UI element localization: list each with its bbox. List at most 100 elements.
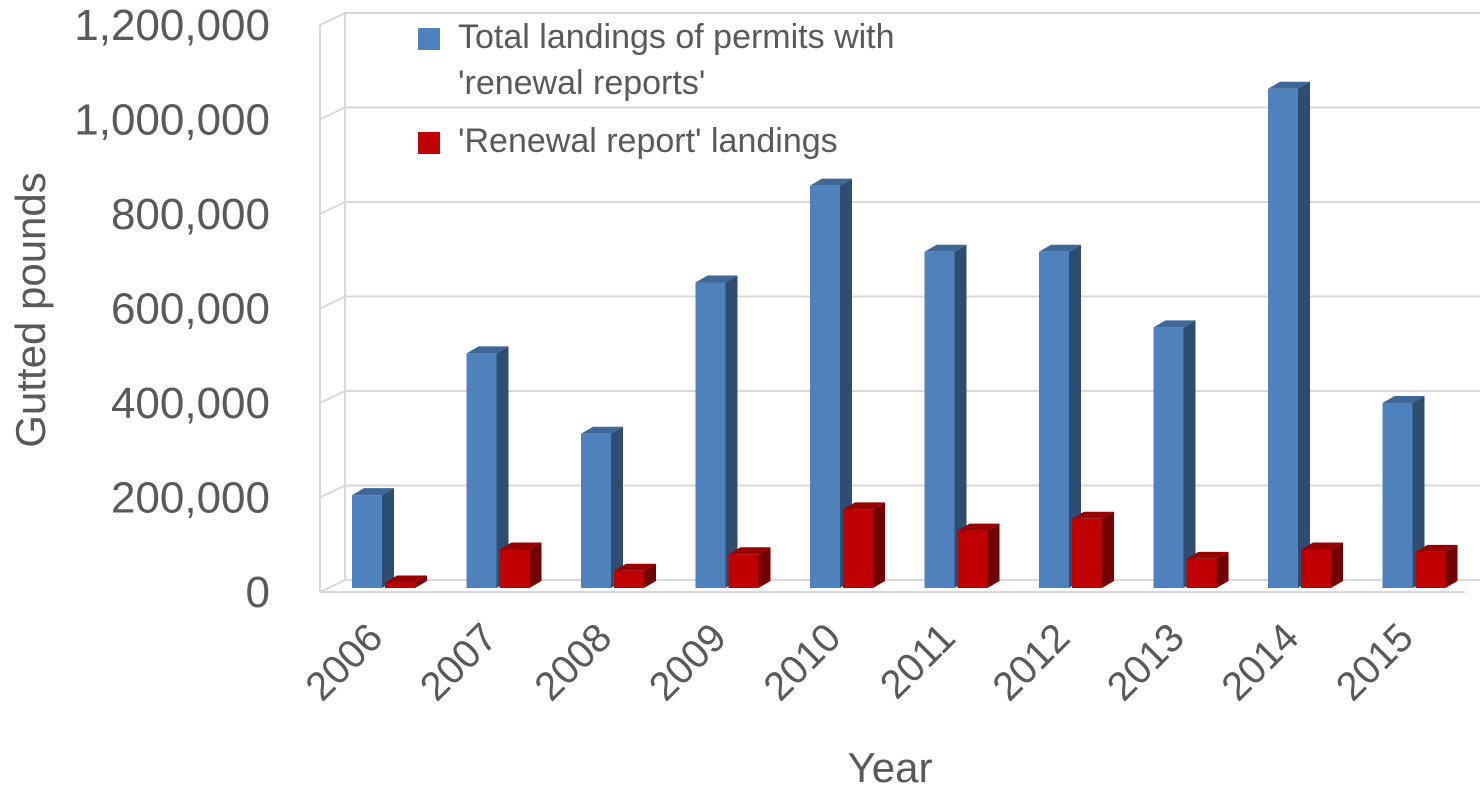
- bar-top: [352, 488, 394, 496]
- y-tick-label: 400,000: [111, 379, 270, 428]
- x-tick-label: 2013: [1099, 615, 1193, 709]
- bar: [924, 244, 967, 589]
- bar-front: [728, 554, 759, 588]
- bar-top: [1415, 544, 1458, 552]
- bar-top: [466, 346, 509, 354]
- bar-side: [644, 563, 656, 588]
- bar-side: [758, 547, 771, 588]
- bar-front: [352, 495, 382, 588]
- legend-swatch: [418, 28, 440, 50]
- bar-front: [1301, 549, 1331, 588]
- bar: [728, 547, 771, 588]
- legend-item: Total landings of permits with 'renewal …: [418, 14, 978, 106]
- bar-front: [1415, 551, 1446, 588]
- bar-top: [695, 275, 738, 283]
- bar-side: [1331, 542, 1343, 588]
- bar-side: [1069, 244, 1081, 589]
- bar: [1153, 320, 1196, 588]
- bar-side: [382, 488, 394, 588]
- bar-top: [1186, 551, 1229, 559]
- bar-top: [1072, 511, 1114, 519]
- y-tick-label: 800,000: [111, 190, 270, 239]
- bar-front: [924, 251, 955, 589]
- bar-front: [957, 530, 988, 588]
- legend: Total landings of permits with 'renewal …: [418, 14, 978, 176]
- bar: [1415, 544, 1458, 588]
- bar-top: [581, 426, 623, 434]
- bar: [843, 502, 885, 588]
- x-axis-title: Year: [848, 744, 933, 791]
- bar-top: [810, 178, 852, 186]
- bar-side: [987, 523, 1000, 588]
- bar-side: [1298, 81, 1310, 588]
- bar: [810, 178, 852, 588]
- bar-top: [924, 244, 967, 252]
- bar-front: [1268, 88, 1298, 588]
- bar: [695, 275, 738, 588]
- y-tick-label: 200,000: [111, 474, 270, 523]
- legend-swatch: [418, 132, 440, 154]
- bar: [1268, 81, 1310, 588]
- bar-top: [1301, 542, 1343, 550]
- bar: [957, 523, 1000, 588]
- bar-front: [1072, 518, 1102, 588]
- bar: [614, 563, 656, 588]
- bar: [499, 542, 542, 588]
- bar-front: [695, 282, 726, 588]
- grid-line: [319, 484, 1480, 499]
- x-tick-label: 2007: [412, 615, 506, 709]
- bar-front: [810, 185, 840, 588]
- bar-top: [1268, 81, 1310, 89]
- y-tick-label: 1,000,000: [74, 96, 270, 145]
- x-tick-label: 2015: [1328, 615, 1422, 709]
- bar-side: [496, 346, 509, 588]
- bar-side: [415, 575, 427, 588]
- x-tick-label: 2014: [1213, 615, 1307, 709]
- x-tick-label: 2010: [755, 615, 849, 709]
- bar-front: [1039, 251, 1069, 589]
- y-axis-title: Gutted pounds: [7, 172, 54, 448]
- bar-side: [529, 542, 542, 588]
- grid-line: [319, 12, 1480, 26]
- y-tick-label: 0: [246, 568, 270, 617]
- bar: [352, 488, 394, 588]
- bar-top: [614, 563, 656, 571]
- grid-line: [319, 201, 1480, 215]
- legend-label: Total landings of permits with 'renewal …: [458, 18, 895, 102]
- bar: [1072, 511, 1114, 588]
- bar-top: [385, 575, 427, 583]
- bar-side: [1412, 396, 1425, 588]
- grid-line: [319, 106, 1480, 121]
- bar: [385, 575, 427, 588]
- bar-front: [843, 509, 873, 588]
- bar-front: [1382, 403, 1413, 588]
- bar-top: [499, 542, 542, 550]
- bar-front: [499, 549, 530, 588]
- grid-line: [319, 390, 1480, 404]
- bar-side: [873, 502, 885, 588]
- bar: [1186, 551, 1229, 588]
- bar-top: [1382, 396, 1425, 403]
- x-tick-label: 2012: [984, 615, 1078, 709]
- bar-side: [1445, 544, 1458, 588]
- legend-label: 'Renewal report' landings: [458, 122, 838, 160]
- bar-front: [614, 570, 644, 588]
- bar: [1301, 542, 1343, 588]
- y-tick-label: 600,000: [111, 285, 270, 334]
- bar-side: [840, 178, 852, 588]
- bar: [1039, 244, 1081, 589]
- bar-side: [1183, 320, 1196, 588]
- bar-side: [725, 275, 738, 588]
- x-tick-label: 2011: [872, 615, 964, 707]
- bar: [1382, 396, 1425, 588]
- bar-side: [1102, 511, 1114, 588]
- bar: [581, 426, 623, 588]
- y-tick-label: 1,200,000: [74, 1, 270, 50]
- bar-side: [611, 426, 623, 588]
- legend-item: 'Renewal report' landings: [418, 118, 978, 164]
- bar-top: [1039, 244, 1081, 252]
- x-tick-label: 2009: [641, 615, 735, 709]
- bar-front: [385, 582, 415, 588]
- bar-side: [1216, 551, 1229, 588]
- bar-top: [1153, 320, 1196, 328]
